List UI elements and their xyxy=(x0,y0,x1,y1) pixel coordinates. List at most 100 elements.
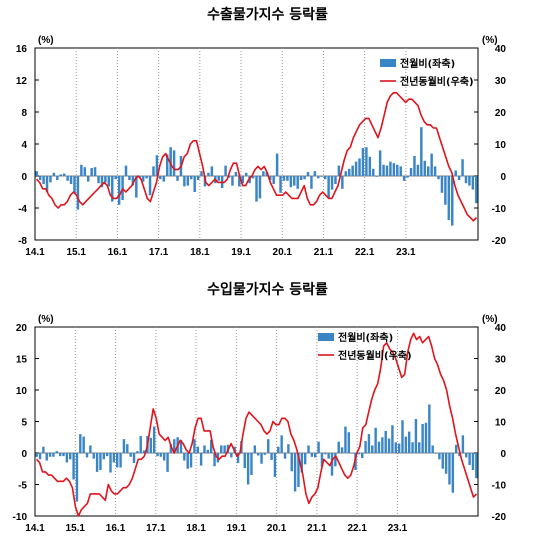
bar-mom xyxy=(475,453,478,479)
bar-mom xyxy=(423,160,427,176)
legend-bar-label: 전월비(좌축) xyxy=(400,57,455,70)
bar-mom xyxy=(327,453,330,459)
left-y-tick-label: -4 xyxy=(18,204,27,215)
x-tick-label: 17.1 xyxy=(149,247,169,258)
bar-mom xyxy=(65,453,69,463)
bar-mom xyxy=(107,176,111,187)
bar-mom xyxy=(334,176,337,184)
bar-mom xyxy=(230,453,233,458)
bar-mom xyxy=(189,453,193,468)
bar-mom xyxy=(471,453,475,471)
bar-mom xyxy=(152,166,155,176)
bar-mom xyxy=(48,453,52,457)
bar-mom xyxy=(72,453,75,480)
bar-mom xyxy=(354,161,358,176)
bar-mom xyxy=(255,176,258,202)
bar-mom xyxy=(207,172,210,176)
bar-mom xyxy=(193,176,196,192)
left-y-tick-label: 8 xyxy=(21,108,27,119)
bar-mom xyxy=(277,446,280,453)
bar-mom xyxy=(193,439,196,453)
bar-mom xyxy=(38,453,42,460)
bar-mom xyxy=(35,171,38,176)
bar-mom xyxy=(327,176,330,199)
right-y-tick-label: 30 xyxy=(495,76,507,87)
bar-mom xyxy=(286,176,289,181)
bar-mom xyxy=(116,453,119,468)
bar-mom xyxy=(203,445,206,453)
bar-mom xyxy=(340,447,344,453)
bar-mom xyxy=(135,176,138,198)
bar-mom xyxy=(300,453,304,473)
bar-mom xyxy=(434,453,438,454)
bar-mom xyxy=(433,166,437,176)
bar-mom xyxy=(438,453,441,460)
bar-mom xyxy=(378,150,382,176)
x-tick-label: 18.1 xyxy=(190,247,210,258)
bar-mom xyxy=(368,156,372,176)
bar-mom xyxy=(206,449,210,453)
x-tick-label: 20.1 xyxy=(273,247,293,258)
bar-mom xyxy=(82,436,85,453)
bar-mom xyxy=(165,154,169,176)
bar-mom xyxy=(80,164,83,176)
bar-mom xyxy=(45,176,49,192)
bar-mom xyxy=(196,176,200,180)
bar-mom xyxy=(217,176,220,181)
bar-mom xyxy=(213,453,216,467)
bar-mom xyxy=(392,163,396,176)
bar-mom xyxy=(371,445,374,453)
bar-mom xyxy=(411,442,414,453)
bar-mom xyxy=(250,453,253,476)
right-y-tick-label: 20 xyxy=(495,108,507,119)
bar-mom xyxy=(122,439,126,453)
bar-mom xyxy=(124,165,128,176)
bar-mom xyxy=(330,176,334,190)
bar-mom xyxy=(169,444,173,453)
bar-mom xyxy=(148,176,152,196)
right-y-tick-label: 40 xyxy=(495,323,507,334)
bar-mom xyxy=(166,453,169,472)
bar-mom xyxy=(99,453,102,471)
bar-mom xyxy=(102,453,106,460)
bar-mom xyxy=(377,441,381,453)
bar-mom xyxy=(129,453,132,457)
bar-mom xyxy=(112,453,116,463)
bar-mom xyxy=(468,453,471,465)
bar-mom xyxy=(401,420,404,453)
bar-mom xyxy=(402,176,406,181)
bar-mom xyxy=(330,453,334,476)
bar-mom xyxy=(414,418,418,453)
bar-mom xyxy=(323,176,327,180)
bar-mom xyxy=(159,453,163,457)
bar-mom xyxy=(224,165,227,176)
bar-mom xyxy=(458,453,461,457)
x-tick-label: 23.1 xyxy=(396,247,416,258)
bar-mom xyxy=(114,176,117,180)
bar-mom xyxy=(431,445,434,453)
bar-mom xyxy=(289,176,293,188)
right-y-tick-label: 20 xyxy=(495,386,507,397)
x-tick-label: 21.1 xyxy=(307,523,327,534)
left-y-tick-label: 0 xyxy=(21,172,27,183)
bar-mom xyxy=(444,176,447,205)
bar-mom xyxy=(341,176,344,189)
bar-mom xyxy=(475,176,478,204)
bar-mom xyxy=(406,176,409,178)
bar-mom xyxy=(62,173,66,176)
legend-bar-swatch xyxy=(380,59,396,67)
bar-mom xyxy=(413,156,416,176)
bar-mom xyxy=(303,453,307,465)
bar-mom xyxy=(337,441,340,453)
bar-mom xyxy=(310,176,313,189)
bar-mom xyxy=(56,176,59,180)
bar-mom xyxy=(159,176,162,180)
bar-mom xyxy=(75,453,79,502)
bar-mom xyxy=(461,435,465,453)
bar-mom xyxy=(131,176,135,186)
bar-mom xyxy=(69,453,72,460)
bar-mom xyxy=(92,453,95,459)
bar-mom xyxy=(374,427,377,453)
chart-title: 수출물가지수 등락률 xyxy=(207,7,328,23)
bar-mom xyxy=(38,176,42,180)
